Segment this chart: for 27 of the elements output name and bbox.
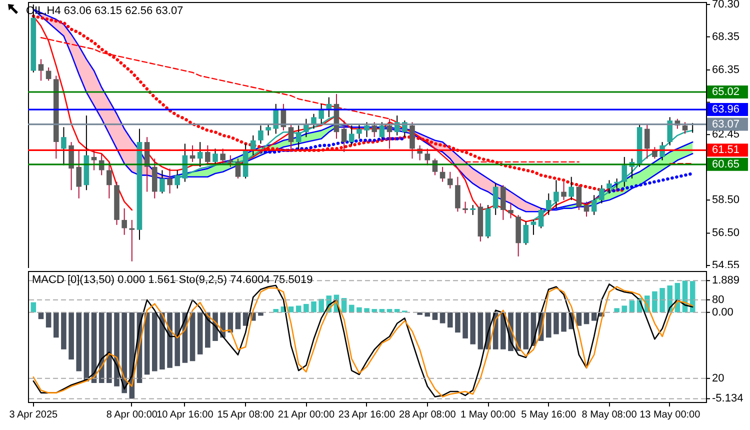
x-tick-label: 21 Apr 00:00 [278,410,335,420]
x-tick-label: 23 Apr 16:00 [338,410,396,420]
chart-title: MACD [0](13,50) 0.000 1.561 Sto(9,2,5) 74.6004 75.5019 [32,274,313,286]
x-tick-label: 13 May 00:00 [640,410,701,420]
x-tick-label: 28 Apr 08:00 [399,410,456,420]
y2-tick-label: 80 [712,294,724,306]
x-tick-label: 15 Apr 08:00 [217,410,274,420]
y-tick-label: -5.134 [712,392,744,405]
ref-line-label: 61.51 [712,144,740,156]
y-tick-label: 70.30 [712,0,740,10]
x-tick-label: 3 Apr 2025 [9,410,58,420]
ref-line-label: 65.02 [712,86,740,98]
y-tick-label: 58.50 [712,194,740,206]
y2-tick-label: 20 [712,372,724,384]
y-tick-label: 56.50 [712,227,740,240]
y-tick-label: 1.889 [712,274,740,287]
x-tick-label: 5 May 16:00 [521,410,577,420]
x-tick-label: 8 Apr 00:00 [106,410,158,420]
y-tick-label: 0.00 [712,306,734,318]
x-tick-label: 1 May 00:00 [460,410,516,420]
y-tick-label: 66.35 [712,64,740,76]
ref-line-label: 63.96 [712,104,740,116]
ref-line-label: 60.65 [712,158,740,170]
x-tick-label: 8 May 08:00 [582,410,638,420]
y-tick-label: 68.35 [712,30,740,43]
ref-line-label: 63.07 [712,118,740,130]
x-tick-label: 10 Apr 16:00 [156,410,214,420]
